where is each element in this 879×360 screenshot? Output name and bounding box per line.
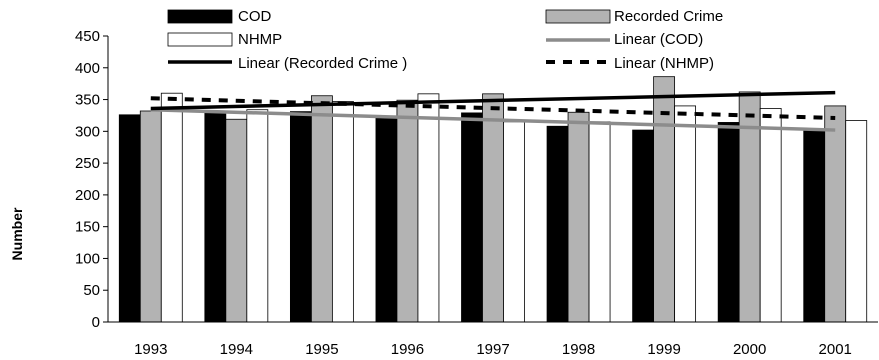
- legend-item: Linear (NHMP): [546, 55, 714, 72]
- y-tick-label: 100: [75, 250, 100, 267]
- x-tick-label: 2001: [819, 341, 852, 358]
- bar-cod-1994: [204, 111, 227, 323]
- legend-item: Linear (Recorded Crime ): [168, 55, 407, 72]
- bar-nhmp-1996: [417, 93, 440, 323]
- bar-recorded-crime-1998: [567, 111, 590, 323]
- y-tick-label: 200: [75, 187, 100, 204]
- y-tick-label: 50: [83, 282, 100, 299]
- legend-label: Linear (NHMP): [614, 55, 714, 72]
- legend-swatch: [167, 9, 233, 24]
- bar-recorded-crime-1997: [482, 93, 504, 323]
- x-tick-label: 1993: [134, 341, 167, 358]
- x-tick-label: 2000: [733, 341, 766, 358]
- legend-item: NHMP: [167, 31, 282, 48]
- bar-nhmp-1993: [160, 92, 183, 323]
- bar-nhmp-2000: [759, 108, 782, 323]
- bar-recorded-crime-1996: [396, 99, 419, 323]
- bar-nhmp-2001: [845, 120, 868, 323]
- trendline-linear-nhmp: [150, 96, 836, 120]
- x-tick-label: 1999: [647, 341, 680, 358]
- bar-nhmp-1998: [588, 121, 611, 323]
- x-tick-label: 1994: [220, 341, 253, 358]
- bar-cod-1998: [546, 125, 569, 323]
- y-tick-label: 350: [75, 92, 100, 109]
- trendlines: [150, 90, 836, 132]
- x-tick-label: 1996: [391, 341, 424, 358]
- y-tick-label: 0: [92, 314, 100, 331]
- bar-cod-1997: [461, 112, 483, 323]
- legend-label: Linear (Recorded Crime ): [238, 55, 407, 72]
- bar-nhmp-1997: [503, 121, 525, 323]
- legend-swatch: [545, 9, 611, 24]
- legend-swatch: [167, 32, 233, 47]
- bar-recorded-crime-1993: [139, 110, 162, 323]
- bar-recorded-crime-2001: [824, 105, 847, 323]
- y-tick-label: 150: [75, 219, 100, 236]
- legend: COD Recorded Crime NHMP Linear (COD) Linear …: [167, 8, 723, 72]
- axes: [107, 36, 878, 323]
- bar-cod-1999: [632, 129, 655, 323]
- legend-item: COD: [167, 8, 272, 25]
- bar-cod-1996: [375, 117, 398, 323]
- legend-item: Linear (COD): [546, 31, 703, 48]
- bars: [118, 76, 868, 323]
- y-tick-label: 300: [75, 123, 100, 140]
- legend-item: Recorded Crime: [545, 8, 723, 25]
- y-tick-label: 250: [75, 155, 100, 172]
- bar-nhmp-1995: [331, 101, 354, 323]
- x-tick-label: 1995: [305, 341, 338, 358]
- y-axis: 0 50 100 150 200 250 300 350 400 450: [75, 28, 108, 331]
- trendline-linear-cod: [150, 107, 836, 132]
- legend-label: Linear (COD): [614, 31, 703, 48]
- legend-label: Recorded Crime: [614, 8, 723, 25]
- x-axis: 1993 1994 1995 1996 1997 1998 1999 2000 2001: [134, 341, 852, 358]
- bar-nhmp-1999: [674, 105, 697, 323]
- trendline-linear-recorded-crime: [150, 90, 836, 111]
- bar-cod-2000: [717, 122, 740, 323]
- x-tick-label: 1998: [562, 341, 595, 358]
- x-tick-label: 1997: [476, 341, 509, 358]
- y-tick-label: 400: [75, 60, 100, 77]
- y-tick-label: 450: [75, 28, 100, 45]
- legend-label: COD: [238, 8, 272, 25]
- bar-recorded-crime-1995: [310, 95, 333, 323]
- bar-cod-2001: [803, 129, 826, 323]
- y-axis-label: Number: [9, 207, 25, 260]
- bar-cod-1993: [118, 114, 141, 323]
- bar-nhmp-1994: [246, 109, 269, 323]
- bar-recorded-crime-1994: [225, 118, 248, 323]
- bar-cod-1995: [289, 111, 312, 323]
- legend-label: NHMP: [238, 31, 282, 48]
